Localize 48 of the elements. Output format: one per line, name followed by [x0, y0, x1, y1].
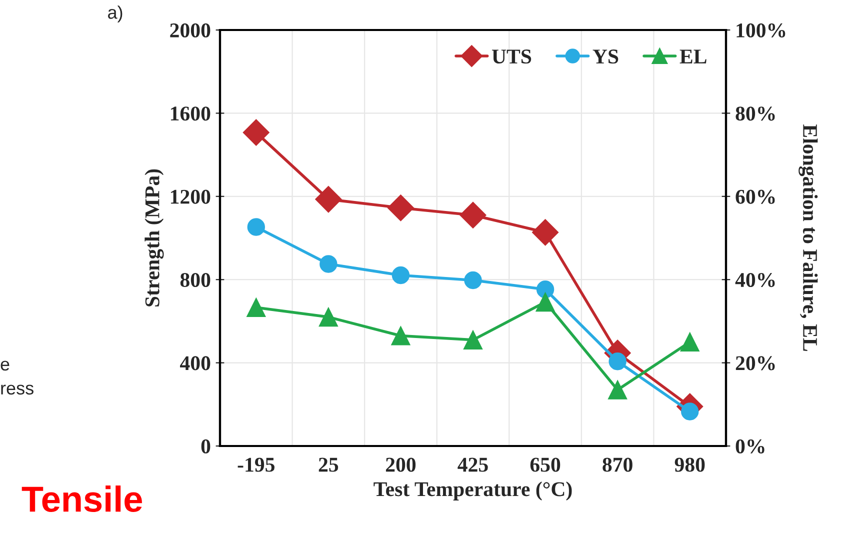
- legend-label: UTS: [492, 50, 532, 64]
- point: [320, 255, 338, 273]
- y-tick-label: 400: [180, 356, 210, 370]
- y-tick-label: 1200: [170, 190, 210, 204]
- point: [247, 218, 265, 236]
- x-tick-label: 200: [386, 458, 416, 472]
- y-tick-label: 800: [180, 272, 210, 288]
- y2-tick-label: 0%: [736, 439, 764, 454]
- y2-tick-label: 100%: [736, 23, 786, 38]
- x-tick-label: 650: [530, 458, 560, 472]
- point: [681, 402, 699, 420]
- y-tick-label: 0: [201, 439, 210, 454]
- point: [242, 119, 270, 146]
- y-tick-label: 2000: [170, 23, 210, 38]
- point: [608, 352, 626, 370]
- point: [608, 380, 628, 400]
- text: e: [0, 360, 10, 371]
- x-tick-label: 870: [602, 458, 632, 472]
- y2-tick-label: 40%: [735, 272, 775, 288]
- text: ress: [1, 384, 34, 395]
- point: [680, 332, 700, 352]
- x-tick-label: -195: [238, 458, 274, 472]
- point: [318, 307, 338, 327]
- point: [460, 202, 486, 228]
- x-tick-label: 980: [674, 458, 705, 472]
- text: a): [108, 6, 122, 22]
- point: [532, 219, 559, 246]
- y2-tick-label: 80%: [736, 106, 775, 121]
- legend-label: YS: [592, 50, 618, 64]
- point: [315, 186, 342, 213]
- legend-label: EL: [680, 50, 706, 64]
- point: [536, 292, 555, 312]
- point: [246, 298, 266, 318]
- point: [463, 330, 483, 350]
- text: Tensile: [22, 486, 142, 512]
- point: [536, 280, 554, 298]
- x-tick-label: 25: [318, 458, 338, 472]
- y2-axis-title: Elongation to Failure, EL: [798, 124, 818, 351]
- point: [464, 271, 482, 290]
- point: [387, 194, 414, 222]
- point: [392, 266, 410, 284]
- y-tick-label: 1600: [170, 106, 210, 121]
- y2-tick-label: 60%: [736, 190, 775, 204]
- x-tick-label: 425: [458, 458, 488, 472]
- point: [391, 326, 410, 346]
- y-axis-title: Strength (MPa): [144, 169, 164, 306]
- y2-tick-label: 20%: [736, 356, 775, 370]
- x-axis-title: Test Temperature (°C): [374, 482, 572, 500]
